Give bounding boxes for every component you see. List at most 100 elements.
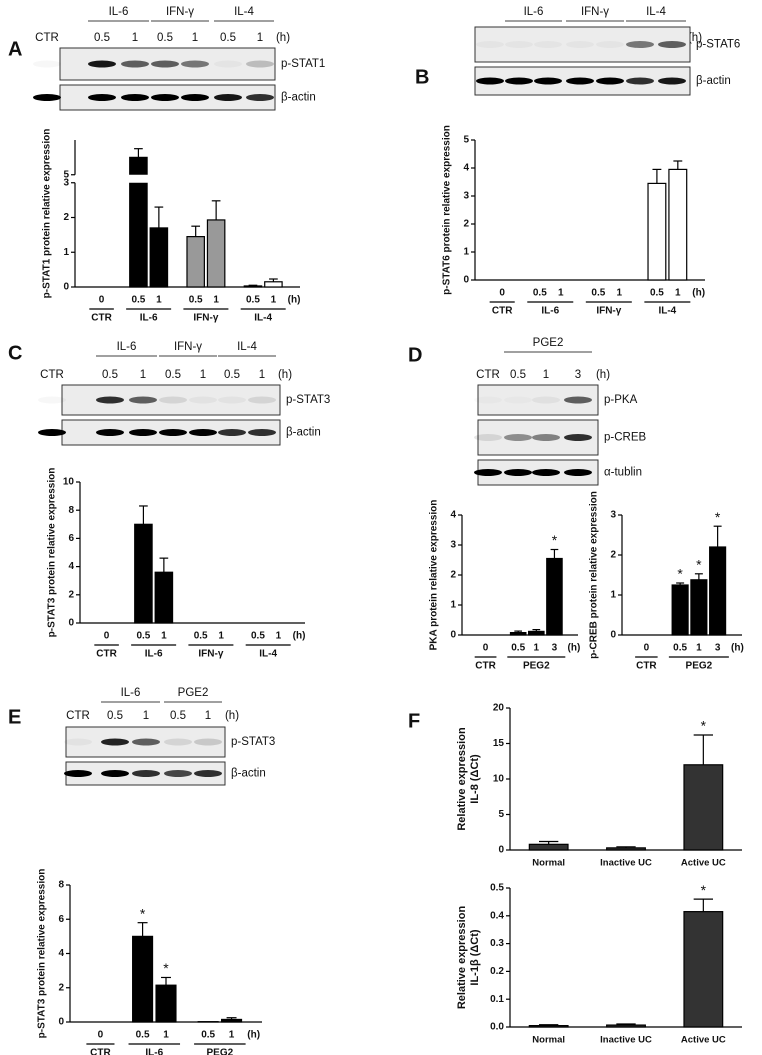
bar	[154, 571, 174, 624]
blot-band	[189, 429, 217, 436]
blot-band	[164, 738, 192, 746]
treatment-label: PGE2	[178, 687, 209, 699]
x-tick-label: 0.5	[650, 288, 664, 299]
y-tick-label: 15	[493, 738, 505, 749]
x-tick-label: 0.5	[136, 631, 150, 642]
blot-band	[121, 94, 149, 101]
blot-band	[248, 396, 276, 404]
group-label: CTR	[91, 313, 112, 324]
y-tick-label: 1	[610, 590, 616, 601]
group-label: IL-6	[140, 313, 158, 324]
group-label: PEG2	[207, 1048, 234, 1055]
y-tick-label: 4	[68, 561, 74, 572]
blot-band	[96, 396, 124, 404]
blot-band	[194, 738, 222, 746]
lane-label: 0.5	[94, 32, 110, 44]
protein-label: β-actin	[696, 75, 731, 87]
blot-band	[504, 434, 532, 441]
y-tick-label: 8	[68, 505, 74, 516]
x-unit: (h)	[568, 643, 581, 654]
significance-marker: *	[140, 905, 146, 921]
y-tick-label: 0.1	[490, 994, 504, 1005]
bar	[243, 285, 263, 288]
y-tick-label: 0.5	[490, 883, 504, 894]
y-tick-label: 0	[498, 845, 504, 856]
lane-label: 1	[200, 369, 206, 381]
x-tick-label: Normal	[532, 858, 565, 869]
protein-label: β-actin	[281, 92, 316, 104]
lane-label: 0.5	[224, 369, 240, 381]
y-tick-label: 10	[63, 477, 75, 488]
x-tick-label: 1	[213, 295, 219, 306]
blot-band	[159, 396, 187, 404]
y-tick-label: 0.2	[490, 966, 504, 977]
x-tick-label: 1	[675, 288, 681, 299]
bar	[683, 764, 724, 851]
blot-band	[248, 429, 276, 436]
x-tick-label: 0	[483, 643, 489, 654]
blot-band	[476, 41, 504, 48]
blot-band	[476, 77, 504, 85]
y-tick-label: 3	[63, 177, 69, 188]
bar	[690, 579, 708, 636]
x-tick-label: 1	[276, 631, 282, 642]
y-axis-label: IL-1β (ΔCt)	[469, 929, 481, 986]
blot-band	[64, 770, 92, 777]
blot-band	[246, 94, 274, 101]
blot-band	[214, 61, 242, 68]
blot-band	[218, 429, 246, 436]
treatment-label: IL-6	[121, 687, 141, 699]
lane-label: 1	[259, 369, 265, 381]
protein-label: β-actin	[286, 427, 321, 439]
blot-band	[129, 396, 157, 404]
lane-label: 1	[132, 32, 138, 44]
y-tick-label: 2	[63, 212, 69, 223]
bar	[671, 584, 689, 636]
time-unit: (h)	[276, 32, 290, 44]
blot-band	[474, 434, 502, 441]
x-tick-label: Normal	[532, 1035, 565, 1046]
x-tick-label: 0.5	[201, 1030, 215, 1041]
bar	[132, 935, 154, 1023]
panel-label: E	[8, 706, 21, 728]
bar	[683, 911, 724, 1028]
blot-band	[534, 41, 562, 48]
y-tick-label: 5	[63, 169, 69, 180]
x-tick-label: 1	[534, 643, 540, 654]
blot-band	[214, 94, 242, 101]
group-label: CTR	[90, 1048, 111, 1055]
blot-band	[564, 396, 592, 404]
blot-band	[566, 77, 594, 85]
x-tick-label: 1	[271, 295, 277, 306]
group-label: IL-4	[259, 649, 277, 660]
lane-label: 1	[205, 710, 211, 722]
blot-band	[474, 469, 502, 476]
lane-label: 1	[140, 369, 146, 381]
y-axis-label: p-STAT6 protein relative expression	[442, 125, 453, 295]
lane-label: 1	[192, 32, 198, 44]
y-tick-label: 1	[450, 600, 456, 611]
blot-membrane	[474, 26, 691, 63]
bar	[647, 182, 667, 281]
panel-label: B	[415, 66, 429, 88]
blot-band	[596, 77, 624, 85]
y-tick-label: 0	[463, 275, 469, 286]
bar	[221, 1018, 243, 1023]
y-tick-label: 1	[463, 247, 469, 258]
group-label: IFN-γ	[193, 313, 218, 324]
group-label: CTR	[636, 661, 657, 672]
y-tick-label: 20	[493, 703, 505, 714]
x-tick-label: 0	[99, 295, 105, 306]
group-label: IL-4	[658, 306, 676, 317]
significance-marker: *	[163, 960, 169, 976]
treatment-label: IL-4	[237, 341, 257, 353]
bar	[155, 984, 177, 1023]
y-axis-label: Relative expression	[456, 906, 468, 1010]
blot-band	[474, 397, 502, 404]
x-tick-label: 0.5	[673, 643, 687, 654]
y-tick-label: 2	[450, 570, 456, 581]
lane-label: 0.5	[220, 32, 236, 44]
bar	[709, 546, 727, 636]
bar	[134, 523, 153, 624]
protein-label: α-tublin	[604, 467, 642, 479]
